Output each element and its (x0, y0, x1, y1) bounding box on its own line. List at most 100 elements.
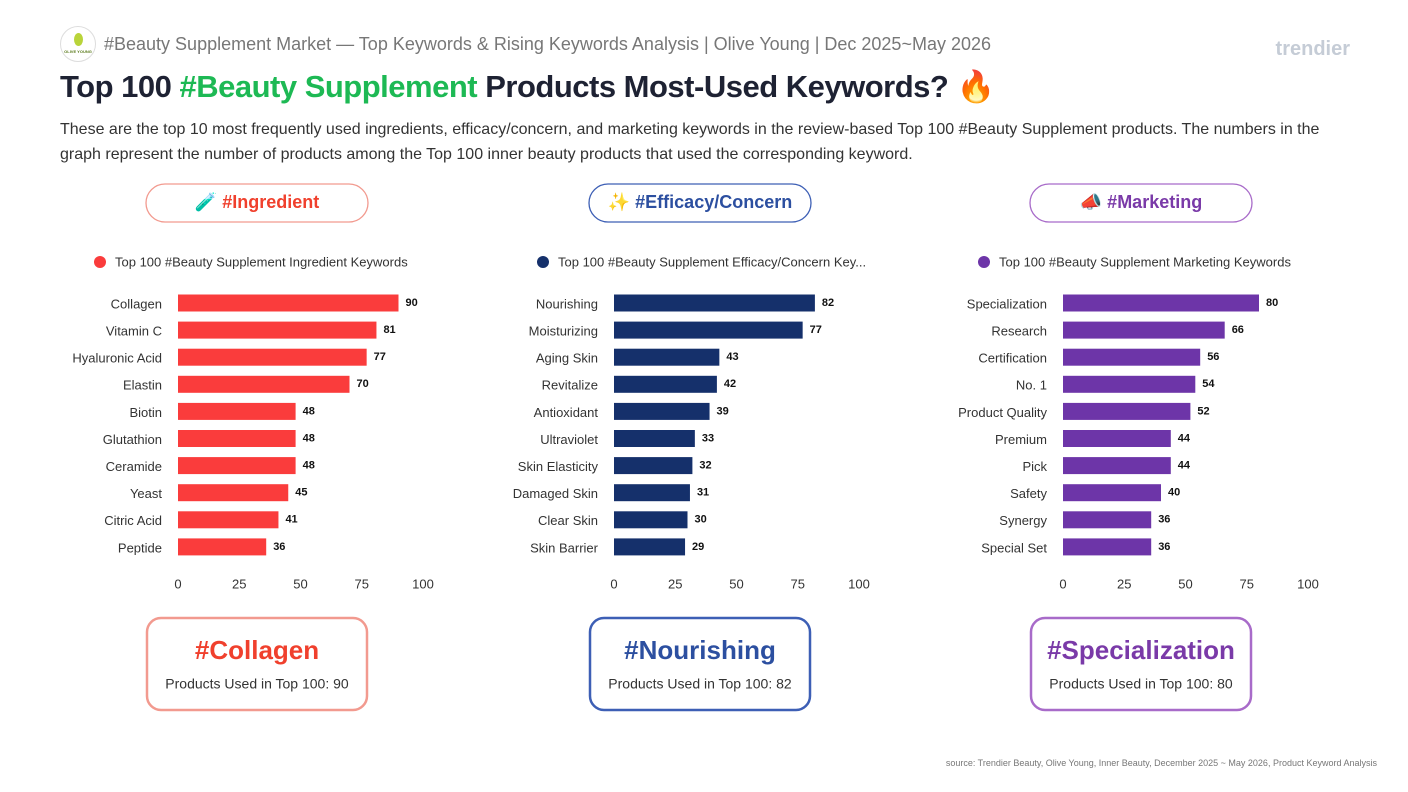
data-label: 81 (383, 324, 395, 336)
data-label: 29 (692, 541, 704, 553)
brand: trendier (1275, 38, 1350, 60)
y-tick-label: Revitalize (542, 378, 598, 393)
section-label: 🧪 #Ingredient (195, 192, 319, 212)
title-highlight: #Beauty Supplement (179, 69, 478, 104)
legend-marker (978, 256, 990, 268)
y-tick-label: Moisturizing (529, 324, 598, 339)
bar (614, 457, 693, 475)
y-tick-label: No. 1 (1016, 378, 1047, 393)
data-label: 45 (295, 487, 307, 499)
bar (178, 511, 279, 529)
x-tick-label: 50 (293, 576, 307, 591)
section-pill (1029, 183, 1253, 223)
data-label: 48 (303, 432, 315, 444)
bar (178, 430, 296, 447)
bar (1063, 321, 1225, 339)
bar (1063, 402, 1191, 420)
y-tick-label: Elastin (123, 378, 162, 393)
data-label: 36 (1158, 514, 1170, 526)
highlight-title: #Specialization (1047, 635, 1235, 665)
x-tick-label: 75 (1240, 576, 1254, 591)
bar (178, 538, 267, 556)
title-pre: Top 100 (60, 69, 180, 104)
y-tick-label: Citric Acid (104, 513, 162, 528)
bar (1063, 457, 1171, 475)
data-label: 70 (357, 378, 369, 390)
data-label: 40 (1168, 487, 1180, 499)
bar (178, 348, 367, 366)
title-post: Products Most-Used Keywords? (477, 69, 949, 104)
bar (1063, 294, 1259, 312)
x-tick-label: 25 (1117, 576, 1131, 591)
data-label: 42 (724, 378, 736, 390)
data-label: 90 (406, 297, 418, 309)
y-tick-label: Skin Barrier (530, 540, 599, 555)
x-tick-label: 100 (1297, 576, 1319, 591)
data-label: 66 (1232, 324, 1244, 336)
y-tick-label: Glutathion (103, 432, 162, 447)
section-pill (145, 183, 369, 223)
highlight-text: Products Used in Top 100: 80 (1049, 676, 1233, 692)
data-label: 54 (1202, 378, 1215, 390)
data-label: 44 (1178, 432, 1191, 444)
legend-label: Top 100 #Beauty Supplement Ingredient Ke… (115, 254, 408, 269)
bar (1063, 538, 1152, 556)
highlight-box (145, 616, 369, 712)
data-label: 48 (303, 405, 315, 417)
data-label: 44 (1178, 460, 1191, 472)
data-label: 77 (374, 351, 386, 363)
bar (178, 375, 350, 393)
x-tick-label: 75 (355, 576, 369, 591)
highlight-box (588, 616, 812, 712)
data-label: 43 (726, 351, 738, 363)
x-tick-label: 50 (1178, 576, 1192, 591)
highlight-title: #Nourishing (624, 635, 776, 665)
breadcrumb: #Beauty Supplement Market — Top Keywords… (104, 34, 992, 54)
data-label: 36 (273, 541, 285, 553)
legend-marker (94, 256, 106, 268)
y-tick-label: Safety (1010, 486, 1047, 501)
data-label: 32 (699, 460, 711, 472)
data-label: 36 (1158, 541, 1170, 553)
bar (178, 402, 296, 420)
y-tick-label: Special Set (981, 540, 1047, 555)
bar (1063, 375, 1196, 393)
x-tick-label: 100 (848, 576, 870, 591)
bar (178, 294, 399, 312)
title-emoji: 🔥 (956, 69, 995, 104)
highlight-box (1029, 616, 1253, 712)
y-tick-label: Pick (1022, 459, 1047, 474)
y-tick-label: Skin Elasticity (518, 459, 599, 474)
x-tick-label: 0 (174, 576, 181, 591)
highlight-title: #Collagen (195, 635, 319, 665)
bar (614, 430, 695, 447)
highlight-text: Products Used in Top 100: 90 (165, 676, 349, 692)
bar (1063, 484, 1161, 502)
y-tick-label: Clear Skin (538, 513, 598, 528)
data-label: 77 (810, 324, 822, 336)
legend-label: Top 100 #Beauty Supplement Marketing Key… (999, 254, 1291, 269)
y-tick-label: Premium (995, 432, 1047, 447)
y-tick-label: Product Quality (958, 405, 1047, 420)
bar (614, 348, 720, 366)
data-label: 41 (285, 514, 297, 526)
x-tick-label: 50 (729, 576, 743, 591)
bar (614, 321, 803, 339)
section-label: 📣 #Marketing (1080, 192, 1202, 212)
data-label: 82 (822, 297, 834, 309)
section-label: ✨ #Efficacy/Concern (608, 192, 792, 212)
y-tick-label: Collagen (111, 296, 162, 311)
x-tick-label: 25 (232, 576, 246, 591)
bar (178, 484, 289, 502)
y-tick-label: Synergy (999, 513, 1047, 528)
x-tick-label: 100 (412, 576, 434, 591)
y-tick-label: Antioxidant (534, 405, 599, 420)
bar (1063, 348, 1201, 366)
data-label: 39 (717, 405, 729, 417)
bar (1063, 430, 1171, 447)
title: Top 100 #Beauty Supplement Products Most… (60, 68, 995, 105)
y-tick-label: Damaged Skin (513, 486, 598, 501)
y-tick-label: Yeast (130, 486, 162, 501)
